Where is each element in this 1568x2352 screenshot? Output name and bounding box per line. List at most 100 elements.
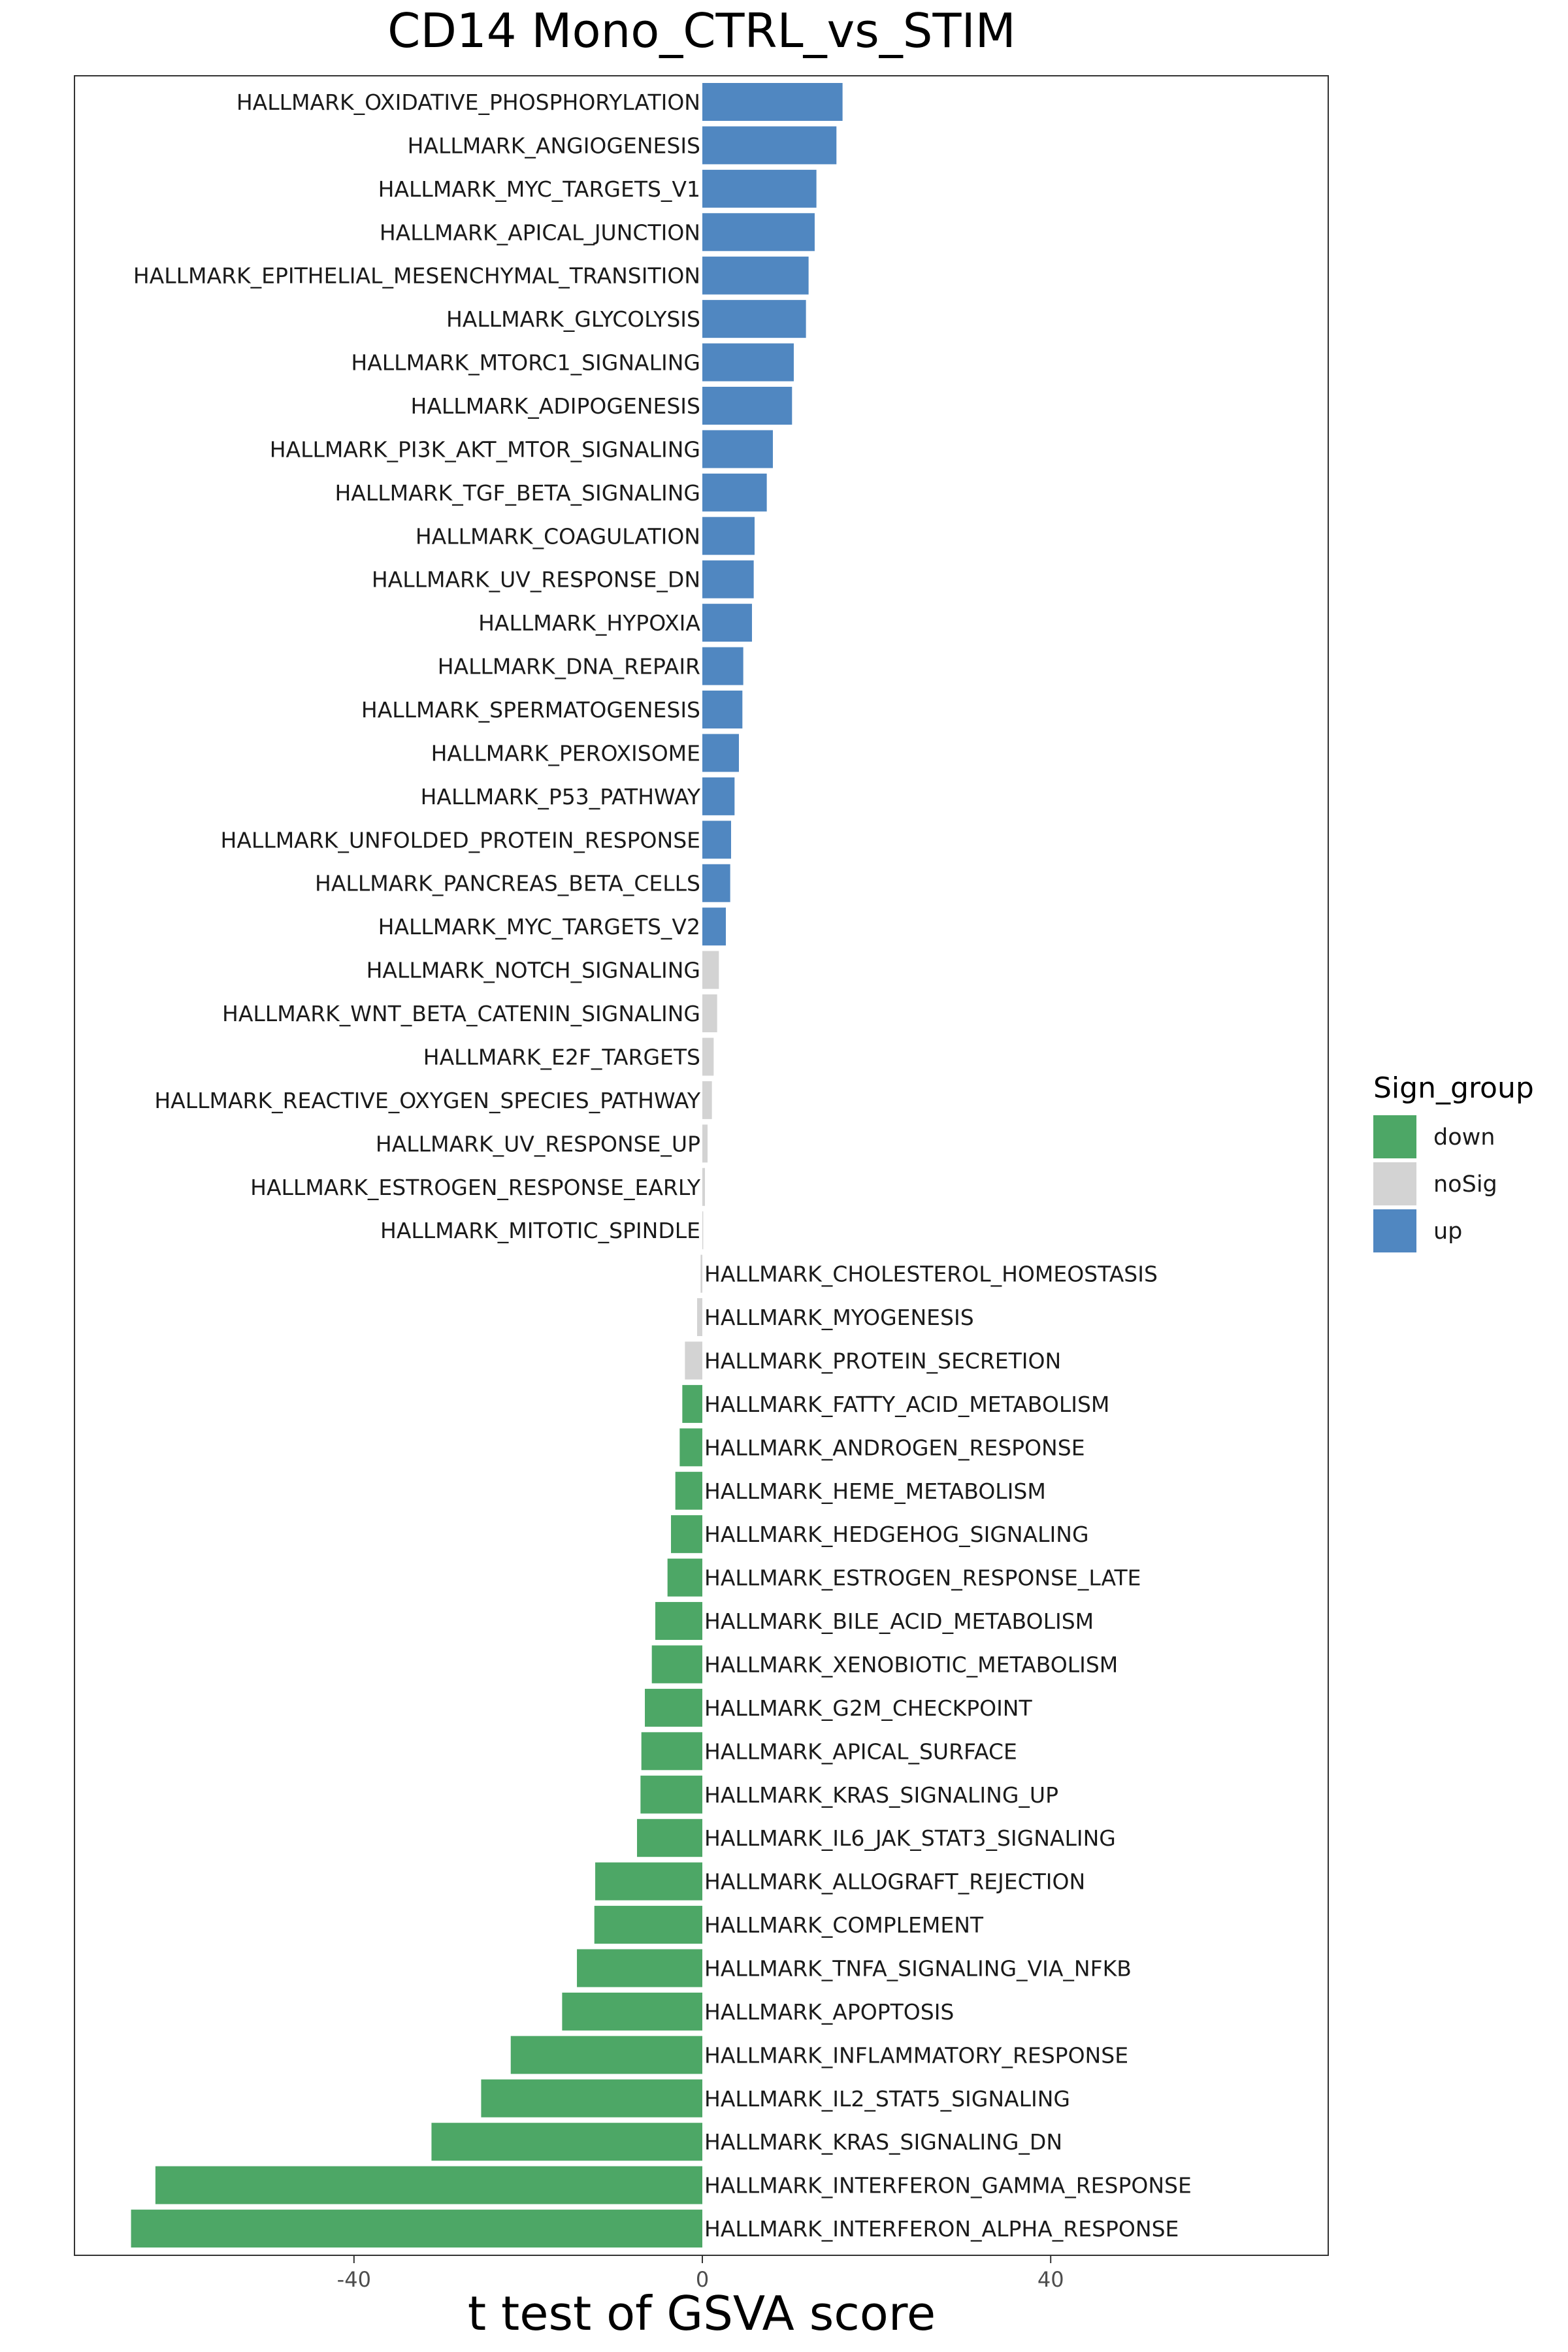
bar-hallmark-coagulation xyxy=(702,517,755,555)
bar-label: HALLMARK_IL6_JAK_STAT3_SIGNALING xyxy=(704,1825,1116,1851)
x-tick-label: 0 xyxy=(696,2267,709,2292)
bar-hallmark-hedgehog-signaling xyxy=(671,1515,702,1554)
x-axis: -40 0 40 xyxy=(337,2255,1064,2292)
bar-hallmark-mtorc1-signaling xyxy=(702,343,794,382)
bar-label: HALLMARK_IL2_STAT5_SIGNALING xyxy=(704,2086,1070,2112)
bar-hallmark-myc-targets-v1 xyxy=(702,169,817,208)
bar-label: HALLMARK_KRAS_SIGNALING_DN xyxy=(704,2129,1062,2155)
bar-hallmark-dna-repair xyxy=(702,647,743,685)
bar-hallmark-allograft-rejection xyxy=(595,1862,702,1901)
bar-label: HALLMARK_MTORC1_SIGNALING xyxy=(351,350,700,376)
bar-label: HALLMARK_TGF_BETA_SIGNALING xyxy=(335,480,700,506)
bar-hallmark-estrogen-response-early xyxy=(702,1168,705,1206)
bar-hallmark-inflammatory-response xyxy=(510,2036,702,2074)
bar-hallmark-kras-signaling-dn xyxy=(431,2123,702,2161)
legend-label-up: up xyxy=(1433,1218,1462,1245)
bar-hallmark-glycolysis xyxy=(702,300,806,338)
bar-label: HALLMARK_OXIDATIVE_PHOSPHORYLATION xyxy=(237,90,700,115)
bar-label: HALLMARK_SPERMATOGENESIS xyxy=(361,697,700,723)
bar-hallmark-il2-stat5-signaling xyxy=(481,2079,702,2117)
bar-hallmark-adipogenesis xyxy=(702,387,792,425)
bar-hallmark-cholesterol-homeostasis xyxy=(700,1254,702,1293)
bar-hallmark-reactive-oxygen-species-pathway xyxy=(702,1081,712,1119)
bar-hallmark-pi3k-akt-mtor-signaling xyxy=(702,430,773,468)
legend: Sign_group down noSig up xyxy=(1373,1071,1534,1252)
bar-hallmark-hypoxia xyxy=(702,604,752,642)
bar-hallmark-unfolded-protein-response xyxy=(702,821,731,859)
bar-hallmark-pancreas-beta-cells xyxy=(702,864,730,902)
bar-label: HALLMARK_NOTCH_SIGNALING xyxy=(367,958,700,983)
bar-hallmark-protein-secretion xyxy=(685,1341,702,1380)
legend-key-down xyxy=(1373,1115,1416,1158)
bar-label: HALLMARK_MYC_TARGETS_V2 xyxy=(378,914,700,939)
bar-label: HALLMARK_ANDROGEN_RESPONSE xyxy=(704,1435,1085,1460)
bar-label: HALLMARK_MYC_TARGETS_V1 xyxy=(378,176,700,202)
bar-label: HALLMARK_HEME_METABOLISM xyxy=(704,1478,1046,1504)
plot-panel-border xyxy=(74,75,1329,2256)
bar-hallmark-apical-junction xyxy=(702,213,815,252)
bars-layer xyxy=(131,83,843,2248)
bar-label: HALLMARK_UNFOLDED_PROTEIN_RESPONSE xyxy=(221,827,700,853)
bar-label: HALLMARK_INFLAMMATORY_RESPONSE xyxy=(704,2042,1128,2068)
bar-hallmark-tnfa-signaling-via-nfkb xyxy=(577,1949,702,1987)
bar-hallmark-xenobiotic-metabolism xyxy=(651,1645,702,1684)
bar-label: HALLMARK_G2M_CHECKPOINT xyxy=(704,1695,1032,1721)
x-tick-label: 40 xyxy=(1037,2267,1064,2292)
legend-key-up xyxy=(1373,1209,1416,1252)
bar-hallmark-peroxisome xyxy=(702,734,739,772)
bar-label: HALLMARK_INTERFERON_GAMMA_RESPONSE xyxy=(704,2173,1192,2198)
bar-label: HALLMARK_UV_RESPONSE_DN xyxy=(372,567,700,593)
bar-label: HALLMARK_APICAL_JUNCTION xyxy=(380,220,700,245)
bar-label: HALLMARK_ADIPOGENESIS xyxy=(411,393,700,419)
bar-hallmark-myc-targets-v2 xyxy=(702,907,726,946)
bar-label: HALLMARK_UV_RESPONSE_UP xyxy=(376,1131,700,1156)
bar-label: HALLMARK_GLYCOLYSIS xyxy=(446,306,700,332)
bar-label: HALLMARK_XENOBIOTIC_METABOLISM xyxy=(704,1652,1118,1677)
bar-hallmark-apoptosis xyxy=(562,1992,702,2031)
bar-label: HALLMARK_HEDGEHOG_SIGNALING xyxy=(704,1522,1089,1547)
bar-hallmark-interferon-alpha-response xyxy=(131,2210,702,2248)
bar-label: HALLMARK_PI3K_AKT_MTOR_SIGNALING xyxy=(270,436,700,462)
bar-hallmark-androgen-response xyxy=(679,1428,702,1467)
bar-label: HALLMARK_REACTIVE_OXYGEN_SPECIES_PATHWAY xyxy=(154,1088,701,1113)
legend-key-nosig xyxy=(1373,1162,1416,1205)
bar-hallmark-spermatogenesis xyxy=(702,691,743,729)
bar-label: HALLMARK_DNA_REPAIR xyxy=(438,654,700,679)
bar-labels-layer: HALLMARK_OXIDATIVE_PHOSPHORYLATION HALLMA… xyxy=(133,90,1192,2242)
bar-hallmark-g2m-checkpoint xyxy=(645,1688,702,1727)
bar-label: HALLMARK_EPITHELIAL_MESENCHYMAL_TRANSITI… xyxy=(133,263,700,289)
bar-label: HALLMARK_ANGIOGENESIS xyxy=(408,133,700,158)
bar-hallmark-uv-response-up xyxy=(702,1124,708,1163)
bar-hallmark-uv-response-dn xyxy=(702,560,754,598)
bar-hallmark-p53-pathway xyxy=(702,777,735,815)
bar-hallmark-il6-jak-stat3-signaling xyxy=(637,1819,702,1857)
bar-hallmark-estrogen-response-late xyxy=(667,1558,702,1597)
bar-label: HALLMARK_E2F_TARGETS xyxy=(423,1044,700,1070)
legend-title: Sign_group xyxy=(1373,1071,1534,1105)
bar-hallmark-tgf-beta-signaling xyxy=(702,473,767,512)
bar-label: HALLMARK_INTERFERON_ALPHA_RESPONSE xyxy=(704,2216,1179,2242)
bar-label: HALLMARK_MYOGENESIS xyxy=(704,1305,974,1330)
bar-label: HALLMARK_ESTROGEN_RESPONSE_EARLY xyxy=(250,1175,701,1200)
bar-label: HALLMARK_PANCREAS_BETA_CELLS xyxy=(315,871,700,896)
bar-label: HALLMARK_PEROXISOME xyxy=(431,740,700,766)
bar-label: HALLMARK_COMPLEMENT xyxy=(704,1912,984,1938)
bar-hallmark-complement xyxy=(594,1906,702,1944)
bar-hallmark-heme-metabolism xyxy=(675,1471,702,1510)
legend-label-nosig: noSig xyxy=(1433,1171,1497,1198)
bar-hallmark-interferon-gamma-response xyxy=(155,2166,703,2204)
bar-hallmark-angiogenesis xyxy=(702,126,837,165)
bar-hallmark-myogenesis xyxy=(697,1298,702,1337)
bar-label: HALLMARK_FATTY_ACID_METABOLISM xyxy=(704,1392,1109,1417)
bar-label: HALLMARK_MITOTIC_SPINDLE xyxy=(380,1218,700,1243)
bar-label: HALLMARK_BILE_ACID_METABOLISM xyxy=(704,1609,1094,1634)
bar-label: HALLMARK_COAGULATION xyxy=(416,523,700,549)
bar-hallmark-mitotic-spindle xyxy=(702,1211,704,1250)
bar-label: HALLMARK_CHOLESTEROL_HOMEOSTASIS xyxy=(704,1262,1158,1287)
bar-hallmark-bile-acid-metabolism xyxy=(655,1602,702,1641)
bar-hallmark-oxidative-phosphorylation xyxy=(702,83,843,121)
bar-label: HALLMARK_PROTEIN_SECRETION xyxy=(704,1348,1061,1373)
bar-hallmark-kras-signaling-up xyxy=(640,1775,702,1814)
bar-label: HALLMARK_KRAS_SIGNALING_UP xyxy=(704,1782,1058,1808)
